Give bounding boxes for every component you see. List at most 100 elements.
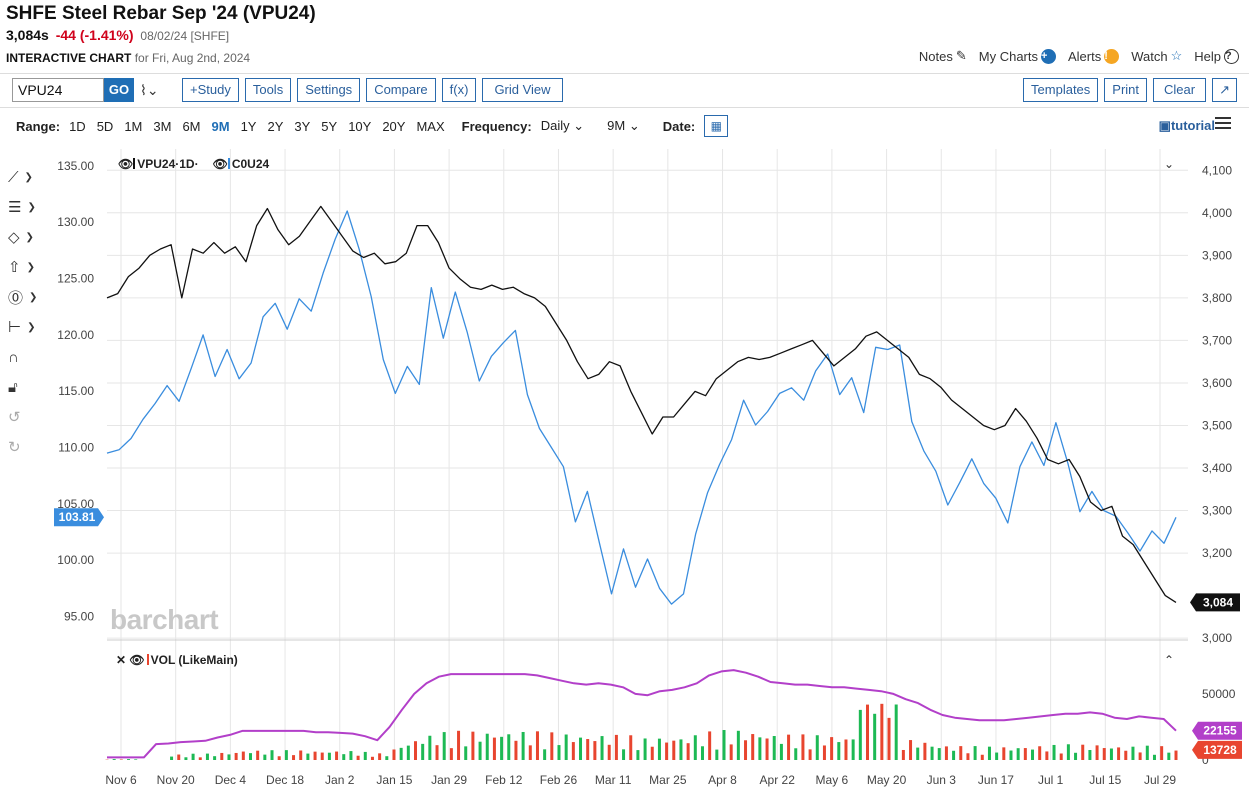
- redo-tool[interactable]: ↻: [8, 432, 44, 462]
- tutorial-link[interactable]: ▣tutorial: [1159, 118, 1215, 134]
- volume-bar: [557, 745, 561, 760]
- period-value: 9M: [607, 118, 626, 133]
- left-axis-tick: 120.00: [57, 328, 94, 342]
- legend-vpu24[interactable]: 👁︎ VPU24·1D·: [118, 157, 199, 171]
- volume-bar: [679, 739, 683, 760]
- undo-tool[interactable]: ↺: [8, 402, 44, 432]
- help-link[interactable]: Help?: [1194, 48, 1239, 64]
- right-axis-tick: 3,900: [1202, 248, 1232, 262]
- eye-icon[interactable]: 👁︎: [129, 653, 145, 667]
- volume-bar: [306, 753, 310, 760]
- measure-tool[interactable]: ⊢ ❯: [8, 312, 44, 342]
- chevron-up-icon[interactable]: ⌃: [1164, 653, 1175, 667]
- tools-button[interactable]: Tools: [244, 78, 292, 102]
- price-line: 3,084s -44 (-1.41%) 08/02/24 [SHFE]: [6, 27, 229, 43]
- print-button[interactable]: Print: [1104, 78, 1148, 102]
- volume-bar: [930, 746, 934, 760]
- range-bar: Range: 1D 5D 1M 3M 6M 9M 1Y 2Y 3Y 5Y 10Y 20Y MAX Fre…: [16, 115, 729, 137]
- study-button[interactable]: +Study: [182, 78, 239, 102]
- alerts-link[interactable]: Alerts!: [1068, 48, 1120, 64]
- range-option-9m[interactable]: 9M: [211, 118, 230, 134]
- chevron-right-icon: ❯: [26, 261, 35, 273]
- go-button[interactable]: GO: [104, 78, 134, 102]
- menu-icon[interactable]: [1215, 117, 1231, 131]
- symbol-input[interactable]: VPU24: [12, 78, 104, 102]
- shape-tool[interactable]: ◇ ❯: [8, 222, 44, 252]
- expand-icon[interactable]: ↗: [1212, 78, 1237, 102]
- volume-bar: [270, 750, 274, 760]
- calendar-icon[interactable]: ▦: [704, 115, 729, 137]
- volume-bar: [1074, 752, 1078, 760]
- range-option-10y[interactable]: 10Y: [348, 118, 372, 134]
- chart-type-icon[interactable]: ⌇⌄: [140, 81, 159, 98]
- range-option-5y[interactable]: 5Y: [321, 118, 338, 134]
- range-option-3y[interactable]: 3Y: [294, 118, 311, 134]
- x-tick-label: Jul 29: [1144, 773, 1176, 787]
- fx-button[interactable]: f(x): [441, 78, 477, 102]
- chevron-down-icon: ⌄: [573, 118, 585, 133]
- interactive-label: INTERACTIVE CHART: [6, 51, 132, 65]
- left-axis-tick: 115.00: [58, 384, 94, 398]
- volume-bar: [256, 750, 260, 760]
- close-icon[interactable]: ✕: [116, 653, 127, 667]
- lock-tool[interactable]: 🔓︎: [8, 372, 44, 402]
- x-tick-label: Jun 17: [978, 773, 1014, 787]
- range-option-6m[interactable]: 6M: [182, 118, 201, 134]
- volume-bar: [385, 756, 389, 760]
- range-option-1y[interactable]: 1Y: [240, 118, 257, 134]
- watch-link[interactable]: Watch ☆: [1131, 48, 1182, 64]
- volume-bar: [700, 746, 704, 760]
- volume-bar: [830, 737, 834, 760]
- volume-bar: [880, 703, 884, 760]
- line-tool[interactable]: ⟋ ❯: [8, 162, 44, 192]
- marker-tool[interactable]: ⓪ ❯: [8, 282, 44, 312]
- chevron-right-icon: ❯: [27, 321, 36, 333]
- arrow-tool[interactable]: ⇧ ❯: [8, 252, 44, 282]
- circle-marker-icon: ⓪: [8, 289, 24, 307]
- volume-bar: [923, 742, 927, 760]
- volume-avg-last-label: 22155: [1203, 724, 1237, 738]
- range-option-3m[interactable]: 3M: [153, 118, 172, 134]
- top-links: Notes ✎ My Charts + Alerts! Watch ☆ Help?: [919, 48, 1239, 64]
- legend-c0u24[interactable]: 👁︎ C0U24: [213, 157, 270, 171]
- volume-bar: [851, 739, 855, 760]
- volume-bar: [292, 755, 296, 760]
- volume-bar: [184, 757, 188, 760]
- frequency-select[interactable]: Daily ⌄: [541, 118, 584, 134]
- notes-link[interactable]: Notes ✎: [919, 48, 967, 64]
- range-option-1m[interactable]: 1M: [124, 118, 143, 134]
- right-axis-tick: 4,000: [1202, 206, 1232, 220]
- range-option-2y[interactable]: 2Y: [267, 118, 284, 134]
- left-axis-tick: 110.00: [58, 441, 94, 455]
- chevron-right-icon: ❯: [24, 171, 33, 183]
- fibonacci-tool[interactable]: ☰ ❯: [8, 192, 44, 222]
- range-option-5d[interactable]: 5D: [96, 118, 114, 134]
- volume-bar: [205, 753, 209, 760]
- magnet-tool[interactable]: ∩: [8, 342, 44, 372]
- range-option-max[interactable]: MAX: [416, 118, 445, 134]
- period-select[interactable]: 9M ⌄: [607, 118, 640, 134]
- date-label: Date:: [662, 118, 696, 134]
- range-option-1d[interactable]: 1D: [69, 118, 86, 134]
- volume-bar: [1109, 748, 1113, 760]
- range-option-20y[interactable]: 20Y: [382, 118, 406, 134]
- volume-bar: [909, 740, 913, 760]
- settings-button[interactable]: Settings: [297, 78, 361, 102]
- volume-bar: [650, 746, 654, 760]
- volume-bar: [944, 746, 948, 760]
- volume-bar: [729, 744, 733, 760]
- volume-bar: [550, 732, 554, 760]
- volume-bar: [686, 743, 690, 760]
- volume-bar: [1066, 744, 1070, 760]
- chevron-down-icon[interactable]: ⌄: [1164, 157, 1175, 171]
- templates-button[interactable]: Templates: [1023, 78, 1099, 102]
- compare-button[interactable]: Compare: [366, 78, 436, 102]
- grid-view-button[interactable]: Grid View: [482, 78, 563, 102]
- arrow-up-icon: ⇧: [8, 259, 21, 276]
- clear-button[interactable]: Clear: [1153, 78, 1207, 102]
- legend-vpu24-label: VPU24·1D·: [137, 157, 199, 171]
- my-charts-link[interactable]: My Charts +: [979, 48, 1056, 64]
- volume-bar: [1002, 747, 1006, 760]
- x-tick-label: Apr 22: [760, 773, 796, 787]
